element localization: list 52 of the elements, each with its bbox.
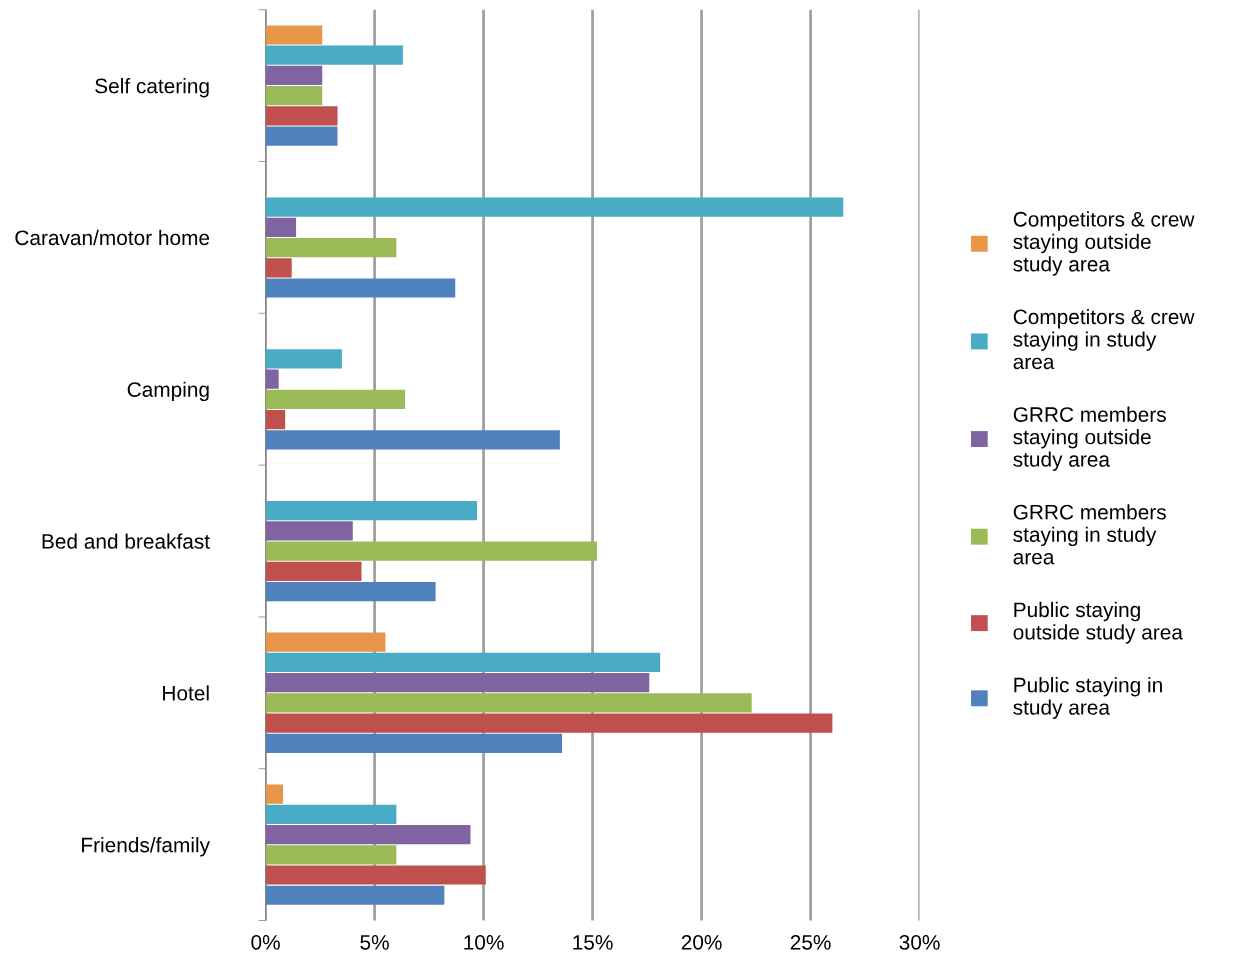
bar — [265, 824, 471, 845]
bar — [265, 65, 323, 86]
x-tick-label: 0% — [251, 934, 280, 950]
y-tick-label: Hotel — [163, 685, 209, 701]
bar — [265, 409, 286, 430]
y-tick-label: Self catering — [95, 78, 209, 98]
bar — [265, 865, 486, 885]
bar — [265, 389, 406, 409]
bar — [265, 582, 436, 602]
legend-label: GRRC members staying outside study area — [1013, 406, 1166, 471]
bar — [265, 652, 661, 673]
bar — [265, 561, 362, 581]
legend-label: GRRC members staying in study area — [1013, 504, 1166, 565]
y-tick-label: Friends/family — [82, 837, 210, 857]
bar — [265, 784, 284, 804]
legend-label: Public staying outside study area — [1013, 601, 1183, 644]
x-tick-label: 30% — [899, 934, 940, 950]
y-tick-label: Caravan/motor home — [15, 229, 210, 246]
bar — [265, 106, 338, 126]
bar — [265, 258, 292, 278]
bar — [265, 278, 456, 298]
y-tick-label: Bed and breakfast — [42, 533, 210, 549]
bar — [265, 430, 560, 450]
bar — [265, 86, 323, 106]
bar — [265, 541, 597, 561]
x-tick-label: 5% — [360, 935, 389, 950]
x-tick-label: 25% — [790, 934, 831, 950]
bar — [265, 349, 342, 369]
legend-label: Competitors & crew staying outside study area — [1013, 211, 1195, 276]
bar — [265, 45, 403, 65]
bar — [265, 693, 752, 713]
bar — [265, 369, 279, 389]
bar — [265, 217, 297, 237]
bar — [265, 845, 397, 865]
bar — [265, 885, 445, 905]
bar — [265, 237, 397, 258]
bar — [265, 25, 323, 45]
bar — [265, 733, 563, 754]
bar — [265, 804, 397, 824]
bar — [265, 673, 650, 693]
legend-label: Competitors & crew staying in study area — [1013, 308, 1195, 370]
bar — [265, 126, 338, 146]
y-tick-label: Camping — [127, 381, 209, 402]
bar — [265, 521, 353, 541]
legend-label: Public staying in study area — [1013, 677, 1162, 719]
bar — [265, 197, 844, 217]
bar — [265, 632, 386, 652]
bar — [265, 501, 478, 521]
x-tick-label: 20% — [681, 934, 722, 950]
x-tick-label: 10% — [464, 934, 504, 950]
x-tick-label: 15% — [573, 935, 613, 950]
bar — [265, 713, 833, 733]
